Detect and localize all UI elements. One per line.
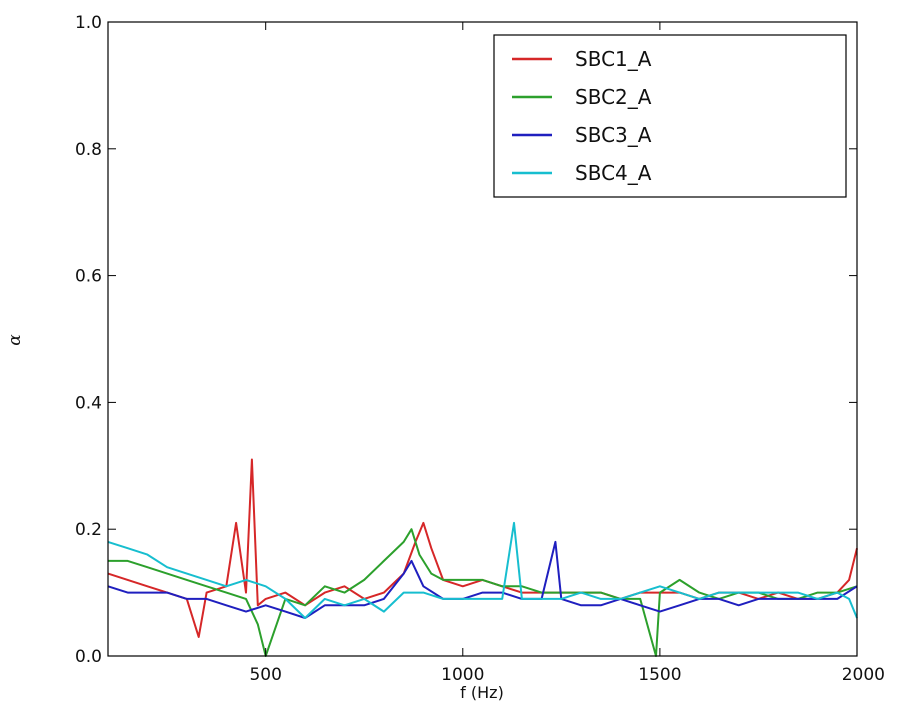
x-axis-label: f (Hz) — [460, 683, 504, 702]
y-tick-label: 0.6 — [75, 267, 102, 287]
legend: SBC1_A SBC2_A SBC3_A SBC4_A — [493, 34, 847, 198]
y-tick-label: 1.0 — [75, 13, 102, 33]
legend-label-1: SBC1_A — [575, 47, 652, 71]
legend-label-3: SBC3_A — [575, 123, 652, 147]
x-tick-label: 500 — [249, 665, 281, 685]
legend-entries: SBC1_A SBC2_A SBC3_A SBC4_A — [512, 47, 652, 185]
series-layer — [107, 458, 858, 657]
plot-frame — [107, 21, 858, 657]
y-tick-label: 0.2 — [75, 520, 102, 540]
y-tick-label: 0.8 — [75, 140, 102, 160]
x-tick-label: 2000 — [842, 665, 885, 685]
series-line-4 — [107, 521, 858, 619]
x-tick-label: 1000 — [441, 665, 484, 685]
legend-box — [493, 34, 847, 198]
y-tick-label: 0.4 — [75, 393, 102, 413]
ticks-layer: 0.0 0.2 0.4 0.6 0.8 1.0 500 1000 1500 2000 — [75, 13, 885, 685]
series-line-3 — [107, 540, 858, 619]
legend-label-4: SBC4_A — [575, 161, 652, 185]
y-tick-label: 0.0 — [75, 647, 102, 667]
legend-label-2: SBC2_A — [575, 85, 652, 109]
x-tick-label: 1500 — [638, 665, 681, 685]
y-axis-label: α — [5, 334, 25, 346]
